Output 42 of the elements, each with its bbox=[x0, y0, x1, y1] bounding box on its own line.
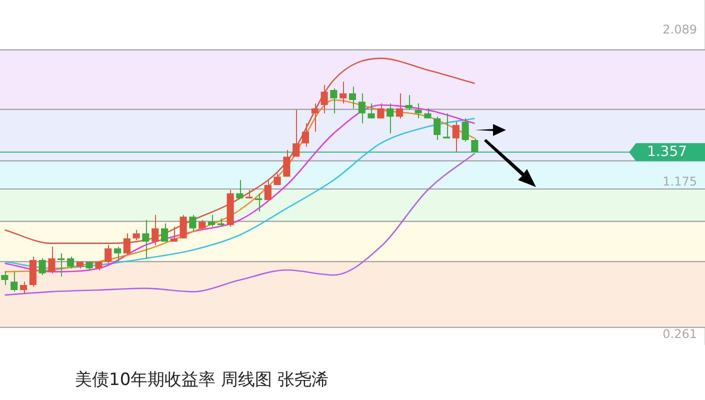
candlestick bbox=[302, 122, 310, 148]
candlestick bbox=[396, 92, 404, 119]
candlestick bbox=[114, 246, 122, 262]
candlestick bbox=[311, 102, 318, 132]
text: 美债10年期收益率 周线图 张尧浠 bbox=[75, 369, 328, 391]
candlestick bbox=[189, 214, 196, 232]
candlestick bbox=[405, 94, 412, 110]
candlestick bbox=[471, 138, 478, 153]
candlestick bbox=[180, 214, 187, 239]
candlestick bbox=[452, 121, 460, 152]
y-tick-label: 2.089 bbox=[662, 22, 697, 36]
candlestick bbox=[1, 271, 8, 286]
candlestick bbox=[424, 108, 432, 119]
ref-line-label: 1.357 bbox=[646, 144, 688, 160]
candlestick bbox=[330, 88, 338, 114]
candlestick bbox=[198, 220, 206, 230]
candlestick bbox=[414, 102, 422, 119]
candlestick bbox=[386, 102, 394, 134]
candlestick bbox=[462, 118, 469, 142]
candlestick bbox=[10, 271, 18, 292]
candlestick bbox=[377, 102, 384, 119]
candlestick bbox=[340, 81, 347, 104]
candlestick bbox=[434, 116, 441, 140]
candlestick bbox=[368, 102, 375, 119]
candlestick bbox=[66, 256, 74, 269]
candlestick bbox=[38, 258, 46, 276]
candlestick bbox=[283, 150, 290, 178]
candlestick bbox=[142, 220, 150, 259]
candlestick bbox=[160, 222, 168, 242]
y-tick-label: 0.261 bbox=[662, 326, 697, 341]
candlestick bbox=[358, 92, 366, 124]
candlestick bbox=[20, 281, 28, 294]
candlestick bbox=[132, 230, 140, 240]
candlestick bbox=[48, 246, 56, 274]
candlestick bbox=[348, 86, 356, 109]
candlestick bbox=[236, 180, 244, 199]
candlestick bbox=[264, 180, 272, 200]
candlestick bbox=[320, 84, 328, 114]
candlestick bbox=[292, 110, 300, 158]
y-tick-label: 1.175 bbox=[662, 174, 697, 189]
candlestick bbox=[208, 214, 216, 228]
candlestick bbox=[442, 112, 450, 139]
